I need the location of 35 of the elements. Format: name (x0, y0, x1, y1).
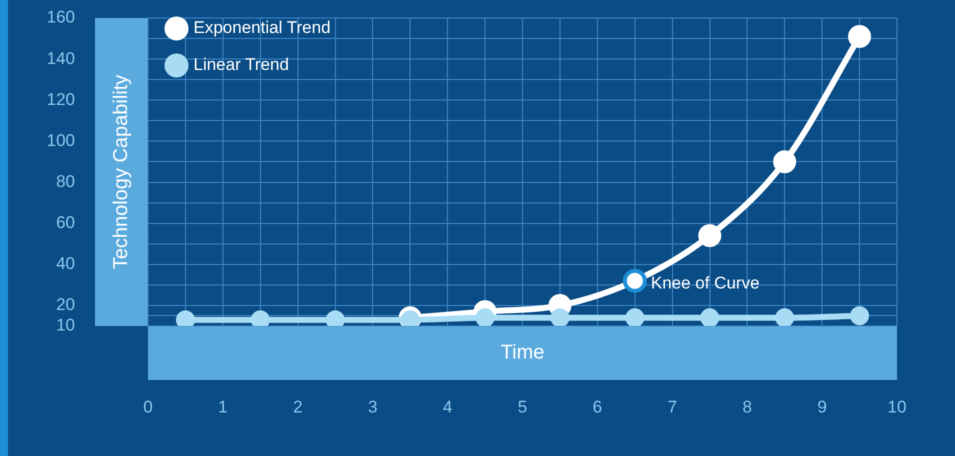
y-tick-label: 140 (46, 48, 75, 68)
x-tick-label: 6 (592, 398, 602, 417)
x-tick-label: 3 (368, 398, 378, 417)
x-axis-title: Time (500, 342, 544, 364)
annotation: Knee of Curve (650, 274, 760, 293)
x-tick-label: 0 (143, 398, 153, 417)
x-tick-label: 2 (293, 398, 303, 417)
y-tick-label: 160 (46, 8, 75, 27)
x-tick-label: 7 (668, 398, 678, 417)
point (700, 308, 720, 326)
x-tick-label: 9 (817, 398, 827, 417)
point (848, 24, 872, 48)
point (773, 150, 796, 174)
point (698, 224, 722, 248)
y-tick-label: 60 (56, 213, 75, 232)
point (850, 306, 870, 326)
legend-label: Linear Trend (194, 55, 289, 74)
point (550, 308, 570, 326)
point (476, 308, 495, 326)
y-axis-title: Technology Capability (110, 74, 132, 270)
y-tick-label: 120 (46, 90, 75, 109)
x-tick-label: 1 (218, 398, 228, 417)
point (625, 308, 644, 326)
y-tick-label: 40 (56, 254, 75, 274)
x-tick-label: 8 (742, 398, 752, 417)
x-tick-label: 4 (442, 398, 452, 417)
legend-label: Exponential Trend (194, 18, 331, 38)
y-tick-label: 20 (56, 295, 75, 314)
x-tick-label: 10 (888, 398, 906, 417)
point (775, 308, 794, 326)
point (622, 268, 647, 293)
y-tick-label: 10 (56, 316, 75, 335)
y-tick-label: 80 (56, 172, 75, 191)
x-tick-label: 5 (518, 398, 528, 417)
y-tick-label: 100 (46, 130, 75, 150)
